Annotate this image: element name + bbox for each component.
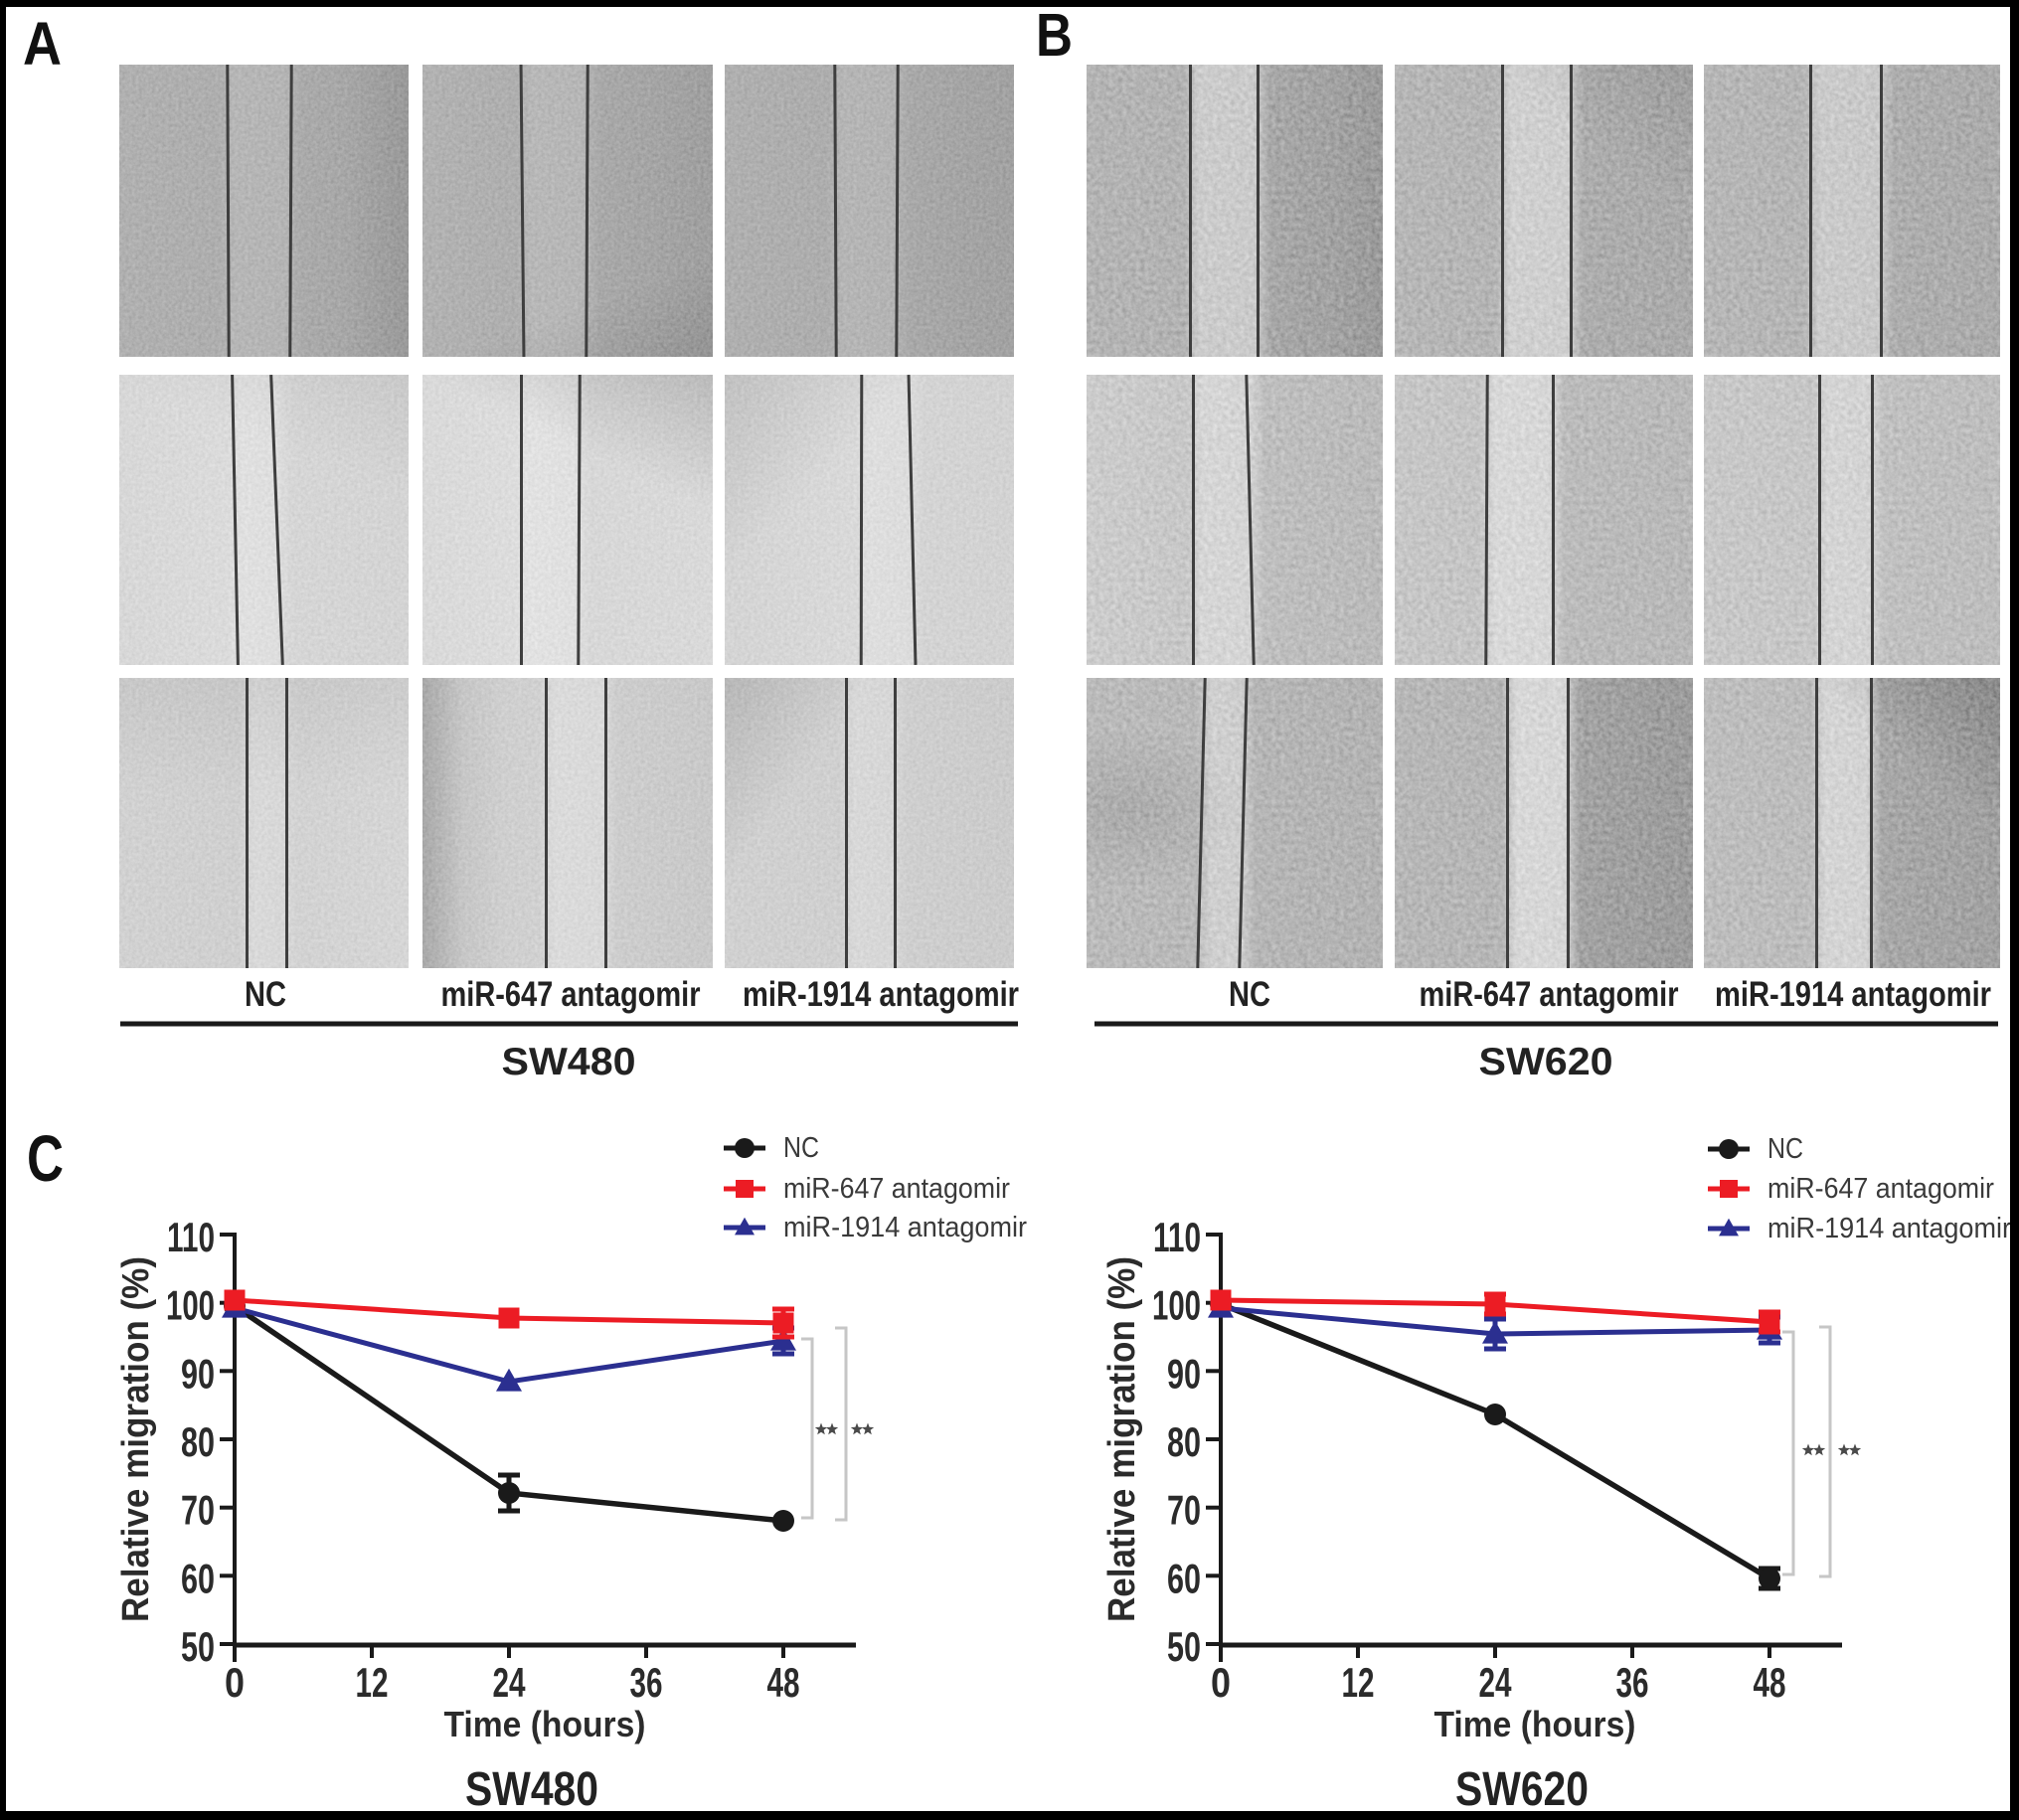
svg-text:miR-1914 antagomir: miR-1914 antagomir bbox=[1767, 1213, 2011, 1244]
svg-text:90: 90 bbox=[181, 1350, 215, 1397]
svg-text:12: 12 bbox=[356, 1659, 389, 1706]
svg-text:miR-647 antagomir: miR-647 antagomir bbox=[783, 1173, 1010, 1205]
svg-text:NC: NC bbox=[245, 975, 286, 1014]
svg-text:36: 36 bbox=[630, 1659, 663, 1706]
svg-text:Time (hours): Time (hours) bbox=[444, 1704, 646, 1744]
svg-text:48: 48 bbox=[1754, 1659, 1786, 1706]
svg-text:110: 110 bbox=[167, 1214, 215, 1260]
svg-text:B: B bbox=[1036, 1, 1073, 69]
svg-text:SW480: SW480 bbox=[502, 1041, 636, 1083]
svg-text:70: 70 bbox=[1167, 1487, 1201, 1534]
svg-text:Relative migration (%): Relative migration (%) bbox=[1101, 1256, 1143, 1622]
svg-text:50: 50 bbox=[181, 1623, 215, 1670]
svg-text:36: 36 bbox=[1616, 1659, 1649, 1706]
svg-text:Relative migration (%): Relative migration (%) bbox=[115, 1256, 157, 1622]
svg-text:100: 100 bbox=[166, 1282, 215, 1329]
svg-text:miR-1914 antagomir: miR-1914 antagomir bbox=[783, 1212, 1027, 1243]
svg-text:24: 24 bbox=[493, 1659, 526, 1706]
svg-text:80: 80 bbox=[1167, 1418, 1201, 1465]
svg-text:80: 80 bbox=[181, 1418, 215, 1465]
svg-text:miR-647 antagomir: miR-647 antagomir bbox=[441, 975, 701, 1014]
svg-text:100: 100 bbox=[1152, 1282, 1201, 1329]
svg-text:Time (hours): Time (hours) bbox=[1434, 1704, 1636, 1744]
svg-text:70: 70 bbox=[181, 1487, 215, 1534]
svg-text:C: C bbox=[27, 1121, 64, 1195]
svg-text:50: 50 bbox=[1167, 1623, 1201, 1670]
svg-text:0: 0 bbox=[225, 1659, 245, 1706]
svg-text:12: 12 bbox=[1342, 1659, 1375, 1706]
svg-text:0: 0 bbox=[1211, 1659, 1231, 1706]
svg-text:NC: NC bbox=[1229, 975, 1270, 1014]
svg-text:miR-1914 antagomir: miR-1914 antagomir bbox=[1715, 975, 1991, 1014]
svg-text:miR-1914 antagomir: miR-1914 antagomir bbox=[743, 975, 1019, 1014]
svg-text:SW620: SW620 bbox=[1455, 1763, 1589, 1816]
svg-text:miR-647 antagomir: miR-647 antagomir bbox=[1767, 1173, 1994, 1205]
svg-text:A: A bbox=[23, 10, 62, 78]
svg-text:NC: NC bbox=[1767, 1133, 1803, 1165]
svg-text:90: 90 bbox=[1167, 1350, 1201, 1397]
svg-text:60: 60 bbox=[1167, 1555, 1201, 1601]
svg-text:110: 110 bbox=[1153, 1214, 1201, 1260]
svg-text:miR-647 antagomir: miR-647 antagomir bbox=[1420, 975, 1679, 1014]
svg-text:NC: NC bbox=[783, 1132, 819, 1164]
svg-text:SW480: SW480 bbox=[465, 1763, 598, 1816]
svg-text:24: 24 bbox=[1479, 1659, 1512, 1706]
svg-text:48: 48 bbox=[767, 1659, 800, 1706]
svg-text:60: 60 bbox=[181, 1555, 215, 1601]
svg-text:SW620: SW620 bbox=[1479, 1041, 1613, 1083]
